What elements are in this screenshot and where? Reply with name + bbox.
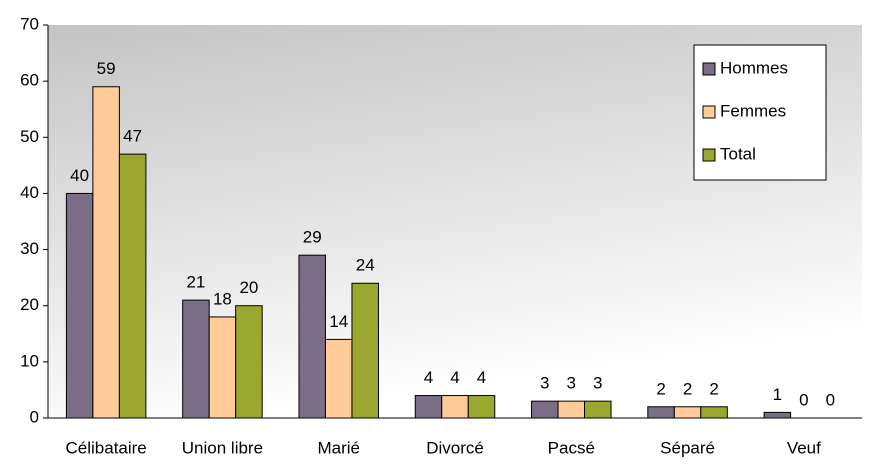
data-label: 2 [709, 379, 718, 398]
data-label: 21 [186, 273, 205, 292]
data-label: 3 [540, 374, 549, 393]
legend-swatch [702, 62, 716, 76]
data-label: 29 [303, 228, 322, 247]
data-label: 14 [329, 312, 348, 331]
data-label: 4 [477, 368, 486, 387]
bar [763, 411, 792, 419]
data-label: 24 [356, 256, 375, 275]
data-label: 3 [593, 374, 602, 393]
legend-swatch [702, 148, 716, 162]
bar [557, 400, 586, 419]
bar [118, 153, 147, 419]
data-label: 47 [123, 127, 142, 146]
bar [324, 338, 353, 419]
bar [235, 305, 263, 419]
x-tick-label: Pacsé [548, 438, 595, 457]
data-label: 0 [799, 390, 808, 409]
legend-label: Total [720, 144, 756, 163]
bar [65, 192, 94, 419]
bar [351, 282, 379, 419]
y-tick-label: 60 [20, 71, 39, 90]
y-tick-label: 20 [20, 295, 39, 314]
y-tick-label: 10 [20, 351, 39, 370]
y-tick-label: 70 [20, 14, 39, 33]
bar [673, 406, 702, 419]
x-tick-label: Séparé [660, 438, 715, 457]
y-tick-label: 50 [20, 127, 39, 146]
data-label: 59 [97, 59, 116, 78]
bar [182, 299, 210, 419]
x-tick-label: Veuf [787, 438, 821, 457]
x-tick-label: Marié [317, 438, 360, 457]
bar [414, 395, 443, 419]
x-tick-label: Divorcé [426, 438, 484, 457]
y-tick-label: 0 [30, 407, 39, 426]
data-label: 2 [683, 379, 692, 398]
data-label: 20 [239, 278, 258, 297]
bar [584, 400, 612, 419]
legend-swatch [702, 105, 716, 119]
bar [208, 316, 237, 419]
y-tick-label: 40 [20, 183, 39, 202]
legend-label: Femmes [720, 101, 786, 120]
data-label: 40 [70, 166, 89, 185]
bar [467, 395, 496, 419]
y-tick-label: 30 [20, 239, 39, 258]
bar [531, 400, 559, 419]
legend-label: Hommes [720, 58, 788, 77]
legend [693, 44, 827, 181]
bar [298, 254, 326, 419]
bar [92, 86, 120, 419]
bar [647, 406, 675, 419]
bar [441, 395, 469, 419]
data-label: 3 [567, 374, 576, 393]
data-label: 2 [656, 379, 665, 398]
data-label: 0 [826, 390, 835, 409]
x-tick-label: Union libre [182, 438, 263, 457]
data-label: 4 [424, 368, 433, 387]
data-label: 18 [213, 289, 232, 308]
data-label: 1 [773, 385, 782, 404]
bar [700, 406, 728, 419]
x-tick-label: Célibataire [66, 438, 147, 457]
data-label: 4 [450, 368, 459, 387]
